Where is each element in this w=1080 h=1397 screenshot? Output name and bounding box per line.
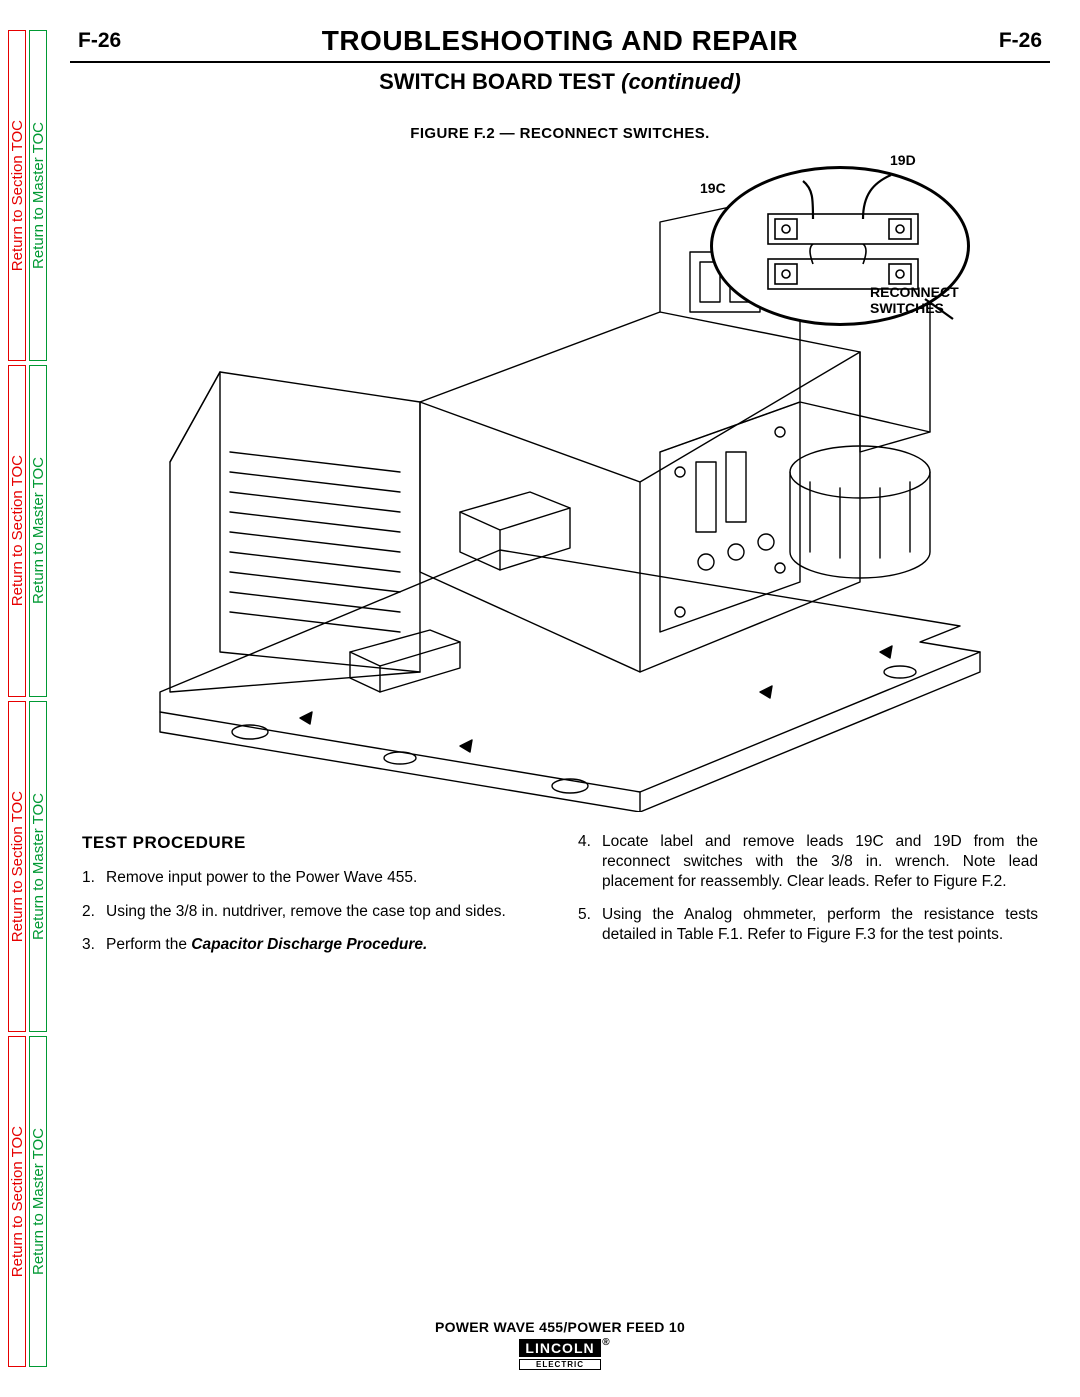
page-number-left: F-26 — [78, 29, 121, 53]
section-toc-link[interactable]: Return to Section TOC — [8, 1036, 26, 1367]
section-toc-col: Return to Section TOC Return to Section … — [8, 30, 26, 1367]
procedure-columns: TEST PROCEDURE Remove input power to the… — [70, 832, 1050, 969]
figure-f2: 19C 19D RECONNECT SWITCHES — [100, 152, 1020, 812]
master-toc-col: Return to Master TOC Return to Master TO… — [29, 30, 47, 1367]
subtitle-main: SWITCH BOARD TEST — [379, 69, 615, 94]
procedure-step: Perform the Capacitor Discharge Procedur… — [82, 935, 542, 955]
section-toc-link[interactable]: Return to Section TOC — [8, 365, 26, 696]
callout-19d: 19D — [890, 152, 916, 168]
step-text: Perform the — [106, 936, 191, 953]
procedure-steps-right: Locate label and remove leads 19C and 19… — [578, 832, 1038, 945]
step-text: Locate label and remove leads 19C and 19… — [602, 833, 1038, 890]
header-rule — [70, 61, 1050, 63]
master-toc-label: Return to Master TOC — [30, 122, 47, 269]
section-toc-label: Return to Section TOC — [9, 455, 26, 606]
procedure-step: Remove input power to the Power Wave 455… — [82, 868, 542, 888]
side-toc-tabs: Return to Section TOC Return to Section … — [8, 30, 47, 1367]
master-toc-link[interactable]: Return to Master TOC — [29, 30, 47, 361]
step-text: Remove input power to the Power Wave 455… — [106, 869, 417, 886]
page-content: F-26 TROUBLESHOOTING AND REPAIR F-26 SWI… — [70, 25, 1050, 1372]
callout-reconnect-line2: SWITCHES — [870, 300, 959, 316]
page-subtitle: SWITCH BOARD TEST (continued) — [70, 69, 1050, 95]
master-toc-label: Return to Master TOC — [30, 457, 47, 604]
brand-logo: LINCOLN ® ELECTRIC — [519, 1339, 600, 1370]
left-column: TEST PROCEDURE Remove input power to the… — [82, 832, 542, 969]
figure-caption: FIGURE F.2 — RECONNECT SWITCHES. — [70, 125, 1050, 142]
section-toc-link[interactable]: Return to Section TOC — [8, 701, 26, 1032]
right-column: Locate label and remove leads 19C and 19… — [578, 832, 1038, 969]
section-toc-label: Return to Section TOC — [9, 120, 26, 271]
section-toc-label: Return to Section TOC — [9, 1126, 26, 1277]
procedure-step: Using the 3/8 in. nutdriver, remove the … — [82, 902, 542, 922]
brand-subline: ELECTRIC — [519, 1359, 600, 1370]
procedure-heading: TEST PROCEDURE — [82, 832, 542, 854]
master-toc-label: Return to Master TOC — [30, 793, 47, 940]
callout-reconnect-line1: RECONNECT — [870, 284, 959, 300]
callout-19c: 19C — [700, 180, 726, 196]
page-number-right: F-26 — [999, 29, 1042, 53]
master-toc-link[interactable]: Return to Master TOC — [29, 701, 47, 1032]
step-emphasis: Capacitor Discharge Procedure. — [191, 936, 427, 953]
page-footer: POWER WAVE 455/POWER FEED 10 LINCOLN ® E… — [70, 1319, 1050, 1372]
brand-name: LINCOLN — [525, 1340, 594, 1356]
page-title: TROUBLESHOOTING AND REPAIR — [322, 25, 799, 57]
procedure-steps-left: Remove input power to the Power Wave 455… — [82, 868, 542, 955]
subtitle-suffix: (continued) — [621, 69, 741, 94]
callout-reconnect-switches: RECONNECT SWITCHES — [870, 284, 959, 316]
registered-mark: ® — [602, 1337, 610, 1348]
page-header: F-26 TROUBLESHOOTING AND REPAIR F-26 — [70, 25, 1050, 61]
section-toc-label: Return to Section TOC — [9, 791, 26, 942]
master-toc-link[interactable]: Return to Master TOC — [29, 1036, 47, 1367]
procedure-step: Locate label and remove leads 19C and 19… — [578, 832, 1038, 891]
section-toc-link[interactable]: Return to Section TOC — [8, 30, 26, 361]
step-text: Using the Analog ohmmeter, perform the r… — [602, 906, 1038, 943]
master-toc-link[interactable]: Return to Master TOC — [29, 365, 47, 696]
master-toc-label: Return to Master TOC — [30, 1128, 47, 1275]
footer-model-text: POWER WAVE 455/POWER FEED 10 — [70, 1319, 1050, 1335]
procedure-step: Using the Analog ohmmeter, perform the r… — [578, 905, 1038, 945]
brand-top: LINCOLN ® — [519, 1339, 600, 1357]
step-text: Using the 3/8 in. nutdriver, remove the … — [106, 903, 506, 920]
